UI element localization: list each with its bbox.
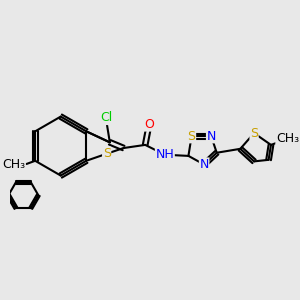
Text: CH₃: CH₃	[2, 158, 25, 171]
Text: S: S	[188, 130, 196, 143]
Text: S: S	[250, 127, 258, 140]
Text: N: N	[200, 158, 209, 171]
Text: N: N	[206, 130, 216, 143]
Text: CH₃: CH₃	[276, 133, 299, 146]
Text: Cl: Cl	[100, 112, 112, 124]
Text: S: S	[103, 147, 111, 160]
Text: NH: NH	[155, 148, 174, 161]
Text: O: O	[144, 118, 154, 131]
